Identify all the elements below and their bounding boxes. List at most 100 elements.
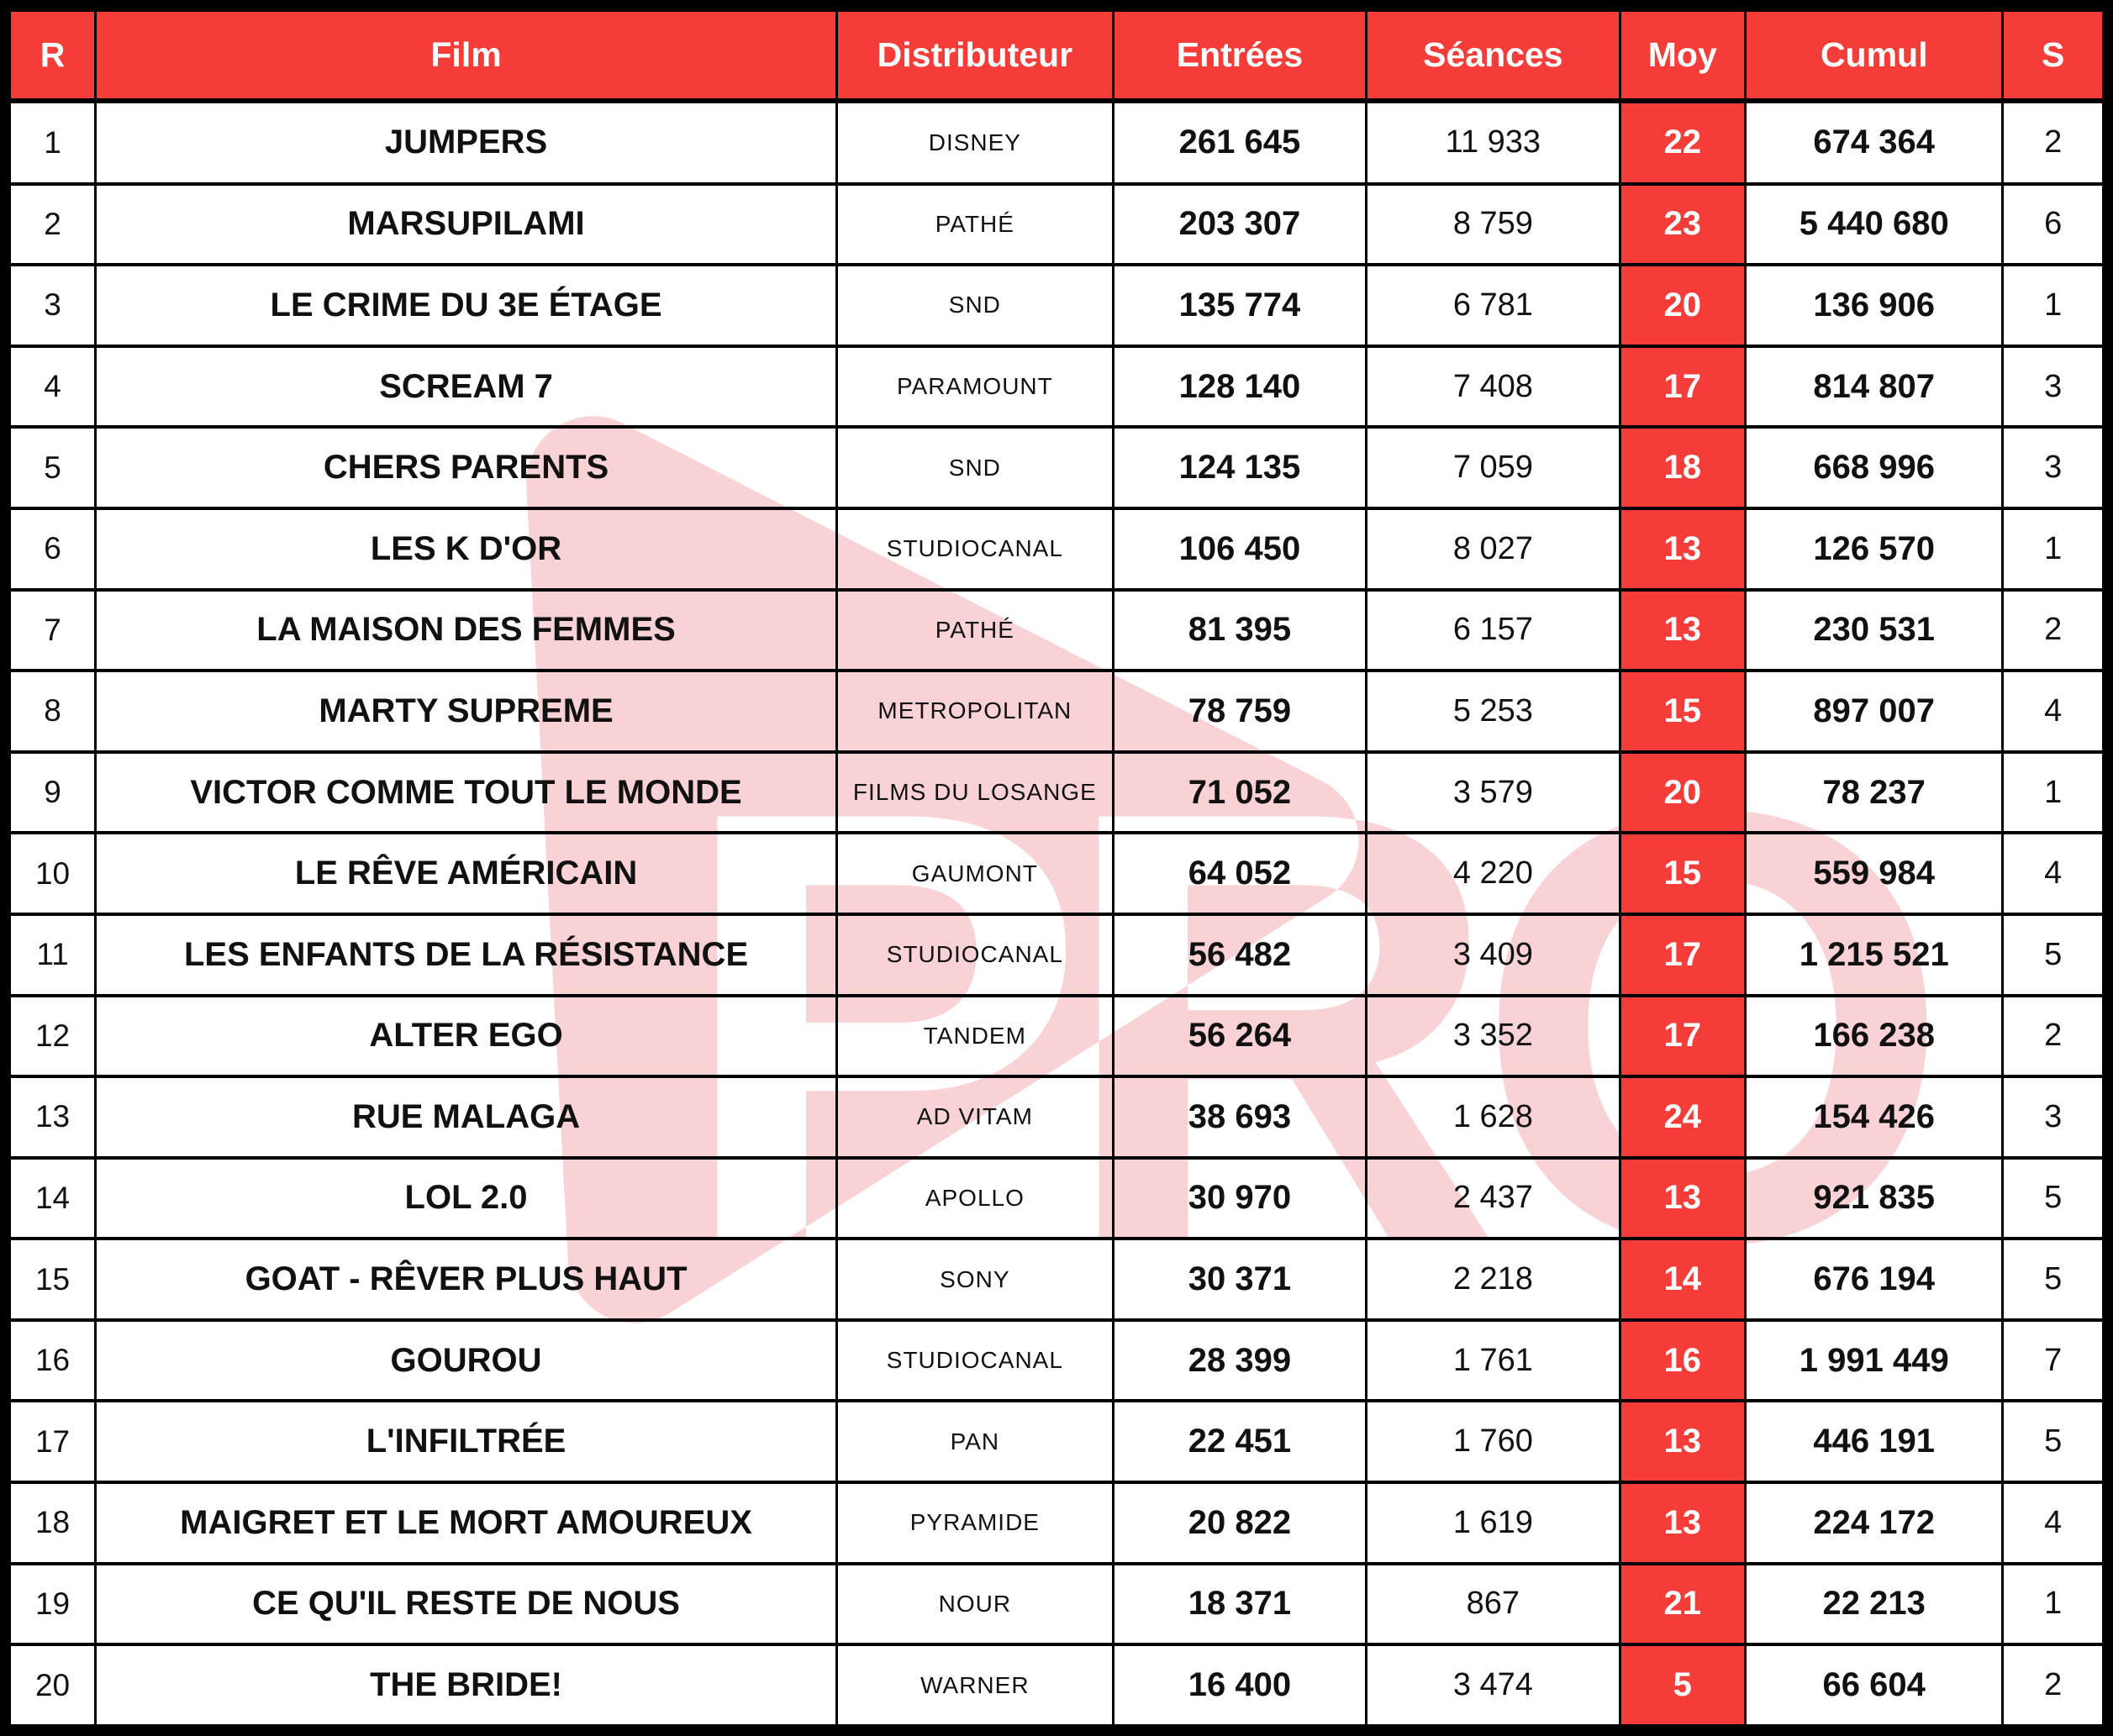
cell-rank: 8: [8, 669, 97, 754]
cell-rank: 12: [8, 993, 97, 1079]
cell-screenings: 2 437: [1365, 1155, 1621, 1241]
cell-entries: 56 264: [1111, 993, 1368, 1079]
header-film: Film: [94, 8, 838, 103]
cell-average: 15: [1618, 669, 1747, 754]
cell-screenings: 8 027: [1365, 506, 1621, 592]
table-row: 5 CHERS PARENTS SND 124 135 7 059 18 668 996 3: [8, 425, 2105, 510]
table-row: 10 LE RÊVE AMÉRICAIN GAUMONT 64 052 4 220 15 5…: [8, 831, 2105, 916]
cell-film: LES ENFANTS DE LA RÉSISTANCE: [94, 912, 838, 997]
cell-rank: 4: [8, 344, 97, 429]
cell-film: MARSUPILAMI: [94, 181, 838, 267]
table-row: 1 JUMPERS DISNEY 261 645 11 933 22 674 364 2: [8, 99, 2105, 186]
cell-weeks: 5: [2001, 1399, 2105, 1485]
cell-screenings: 4 220: [1365, 831, 1621, 916]
cell-distributor: PAN: [835, 1399, 1114, 1485]
cell-distributor: APOLLO: [835, 1155, 1114, 1241]
cell-rank: 20: [8, 1643, 97, 1728]
cell-screenings: 1 619: [1365, 1481, 1621, 1565]
cell-rank: 7: [8, 587, 97, 673]
cell-entries: 18 371: [1111, 1561, 1368, 1647]
cell-distributor: SND: [835, 425, 1114, 510]
cell-rank: 17: [8, 1399, 97, 1485]
cell-screenings: 5 253: [1365, 669, 1621, 754]
cell-average: 22: [1618, 99, 1747, 186]
cell-entries: 203 307: [1111, 181, 1368, 267]
table-row: 16 GOUROU STUDIOCANAL 28 399 1 761 16 1 991 44…: [8, 1318, 2105, 1403]
cell-entries: 56 482: [1111, 912, 1368, 997]
cell-weeks: 3: [2001, 425, 2105, 510]
cell-cumulative: 1 215 521: [1744, 912, 2005, 997]
table-body: 1 JUMPERS DISNEY 261 645 11 933 22 674 364 2 2 MA…: [8, 99, 2105, 1728]
cell-distributor: WARNER: [835, 1643, 1114, 1728]
table-row: 8 MARTY SUPREME METROPOLITAN 78 759 5 253 15 8…: [8, 669, 2105, 754]
cell-entries: 124 135: [1111, 425, 1368, 510]
cell-average: 18: [1618, 425, 1747, 510]
cell-film: L'INFILTRÉE: [94, 1399, 838, 1485]
cell-cumulative: 166 238: [1744, 993, 2005, 1079]
cell-average: 17: [1618, 912, 1747, 997]
cell-distributor: AD VITAM: [835, 1075, 1114, 1160]
cell-weeks: 1: [2001, 1561, 2105, 1647]
cell-rank: 18: [8, 1481, 97, 1565]
table-row: 20 THE BRIDE! WARNER 16 400 3 474 5 66 604 2: [8, 1643, 2105, 1728]
table-row: 15 GOAT - RÊVER PLUS HAUT SONY 30 371 2 218 1…: [8, 1237, 2105, 1322]
cell-cumulative: 224 172: [1744, 1481, 2005, 1565]
table-background: PRO PRO R Film Distributeur: [8, 8, 2105, 1728]
cell-film: LE RÊVE AMÉRICAIN: [94, 831, 838, 916]
cell-screenings: 2 218: [1365, 1237, 1621, 1322]
cell-entries: 20 822: [1111, 1481, 1368, 1565]
cell-weeks: 4: [2001, 1481, 2105, 1565]
cell-screenings: 3 474: [1365, 1643, 1621, 1728]
cell-weeks: 2: [2001, 1643, 2105, 1728]
cell-film: LE CRIME DU 3E ÉTAGE: [94, 263, 838, 348]
cell-weeks: 2: [2001, 587, 2105, 673]
cell-average: 15: [1618, 831, 1747, 916]
cell-entries: 30 371: [1111, 1237, 1368, 1322]
cell-distributor: PYRAMIDE: [835, 1481, 1114, 1565]
cell-entries: 22 451: [1111, 1399, 1368, 1485]
cell-distributor: STUDIOCANAL: [835, 1318, 1114, 1403]
table-row: 17 L'INFILTRÉE PAN 22 451 1 760 13 446 191 5: [8, 1399, 2105, 1485]
cell-cumulative: 78 237: [1744, 750, 2005, 835]
cell-film: GOAT - RÊVER PLUS HAUT: [94, 1237, 838, 1322]
cell-film: LA MAISON DES FEMMES: [94, 587, 838, 673]
box-office-table: R Film Distributeur Entrées Séances Moy …: [8, 8, 2105, 1728]
table-row: 9 VICTOR COMME TOUT LE MONDE FILMS DU LOSA…: [8, 750, 2105, 835]
cell-rank: 2: [8, 181, 97, 267]
table-row: 19 CE QU'IL RESTE DE NOUS NOUR 18 371 867 21 2…: [8, 1561, 2105, 1647]
cell-screenings: 3 352: [1365, 993, 1621, 1079]
cell-average: 20: [1618, 750, 1747, 835]
cell-cumulative: 230 531: [1744, 587, 2005, 673]
cell-weeks: 4: [2001, 831, 2105, 916]
cell-distributor: SONY: [835, 1237, 1114, 1322]
cell-weeks: 7: [2001, 1318, 2105, 1403]
cell-screenings: 7 059: [1365, 425, 1621, 510]
cell-average: 5: [1618, 1643, 1747, 1728]
cell-entries: 106 450: [1111, 506, 1368, 592]
cell-cumulative: 668 996: [1744, 425, 2005, 510]
cell-cumulative: 559 984: [1744, 831, 2005, 916]
cell-average: 13: [1618, 1399, 1747, 1485]
cell-film: LOL 2.0: [94, 1155, 838, 1241]
cell-weeks: 3: [2001, 344, 2105, 429]
cell-rank: 5: [8, 425, 97, 510]
table-row: 7 LA MAISON DES FEMMES PATHÉ 81 395 6 157 13 2…: [8, 587, 2105, 673]
cell-rank: 15: [8, 1237, 97, 1322]
cell-film: MARTY SUPREME: [94, 669, 838, 754]
table-row: 4 SCREAM 7 PARAMOUNT 128 140 7 408 17 814 807 3: [8, 344, 2105, 429]
cell-entries: 64 052: [1111, 831, 1368, 916]
table-row: 6 LES K D'OR STUDIOCANAL 106 450 8 027 13 126 …: [8, 506, 2105, 592]
cell-entries: 16 400: [1111, 1643, 1368, 1728]
cell-weeks: 1: [2001, 506, 2105, 592]
cell-film: THE BRIDE!: [94, 1643, 838, 1728]
cell-weeks: 5: [2001, 1237, 2105, 1322]
cell-cumulative: 5 440 680: [1744, 181, 2005, 267]
cell-screenings: 6 781: [1365, 263, 1621, 348]
cell-average: 13: [1618, 587, 1747, 673]
cell-average: 13: [1618, 1481, 1747, 1565]
header-row: R Film Distributeur Entrées Séances Moy …: [8, 8, 2105, 103]
cell-weeks: 2: [2001, 993, 2105, 1079]
cell-film: ALTER EGO: [94, 993, 838, 1079]
cell-cumulative: 676 194: [1744, 1237, 2005, 1322]
